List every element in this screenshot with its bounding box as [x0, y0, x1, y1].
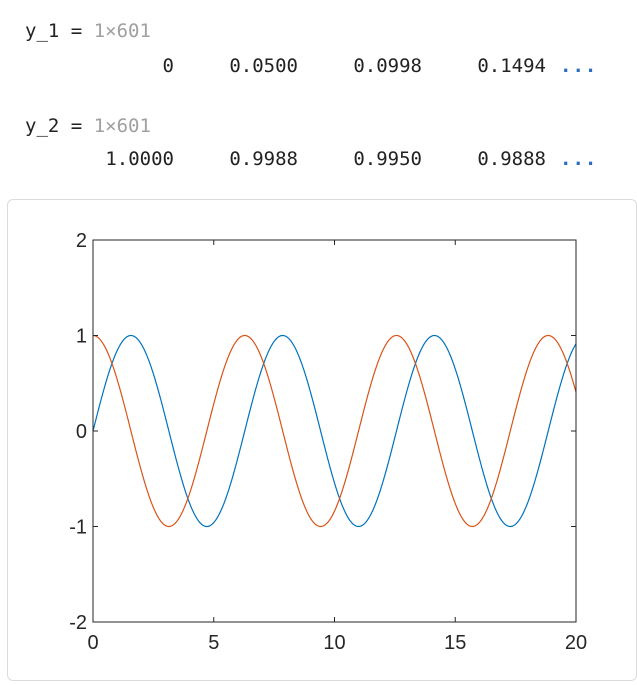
expand-ellipsis[interactable]: ... [560, 55, 598, 77]
value-row: 0 0.0500 0.0998 0.1494 ... [0, 55, 637, 85]
figure-panel[interactable]: 0 5 10 15 20 2 1 0 -1 -2 [7, 199, 637, 681]
value-cell: 0 [162, 55, 174, 77]
variable-header: y_2 = 1×601 [25, 115, 151, 137]
value-cell: 1.0000 [105, 148, 174, 170]
dimensions-label: 1×601 [93, 20, 151, 42]
series-line-2 [92, 334, 577, 528]
expand-ellipsis[interactable]: ... [560, 148, 598, 170]
value-cell: 0.0500 [229, 55, 298, 77]
equals-sign: = [70, 115, 83, 137]
x-tick-label: 5 [208, 632, 219, 654]
series-line-1 [92, 334, 577, 528]
x-tick-label: 20 [565, 632, 587, 654]
variable-name: y_1 [25, 20, 60, 42]
y-tick-label: 1 [76, 326, 87, 348]
y-tick-label: 0 [76, 421, 87, 443]
y-tick-label: 2 [76, 230, 87, 252]
x-tick-label: 15 [444, 632, 466, 654]
equals-sign: = [70, 20, 83, 42]
y-tick-label: -2 [69, 612, 87, 634]
x-tick-label: 0 [87, 632, 98, 654]
variable-name: y_2 [25, 115, 60, 137]
variable-header: y_1 = 1×601 [25, 20, 151, 42]
plot-area [93, 240, 576, 622]
x-tick-label: 10 [323, 632, 345, 654]
y-tick-label: -1 [69, 517, 87, 539]
value-cell: 0.9950 [353, 148, 422, 170]
value-row: 1.0000 0.9988 0.9950 0.9888 ... [0, 148, 637, 178]
value-cell: 0.9988 [229, 148, 298, 170]
dimensions-label: 1×601 [93, 115, 151, 137]
value-cell: 0.1494 [477, 55, 546, 77]
value-cell: 0.9888 [477, 148, 546, 170]
value-cell: 0.0998 [353, 55, 422, 77]
